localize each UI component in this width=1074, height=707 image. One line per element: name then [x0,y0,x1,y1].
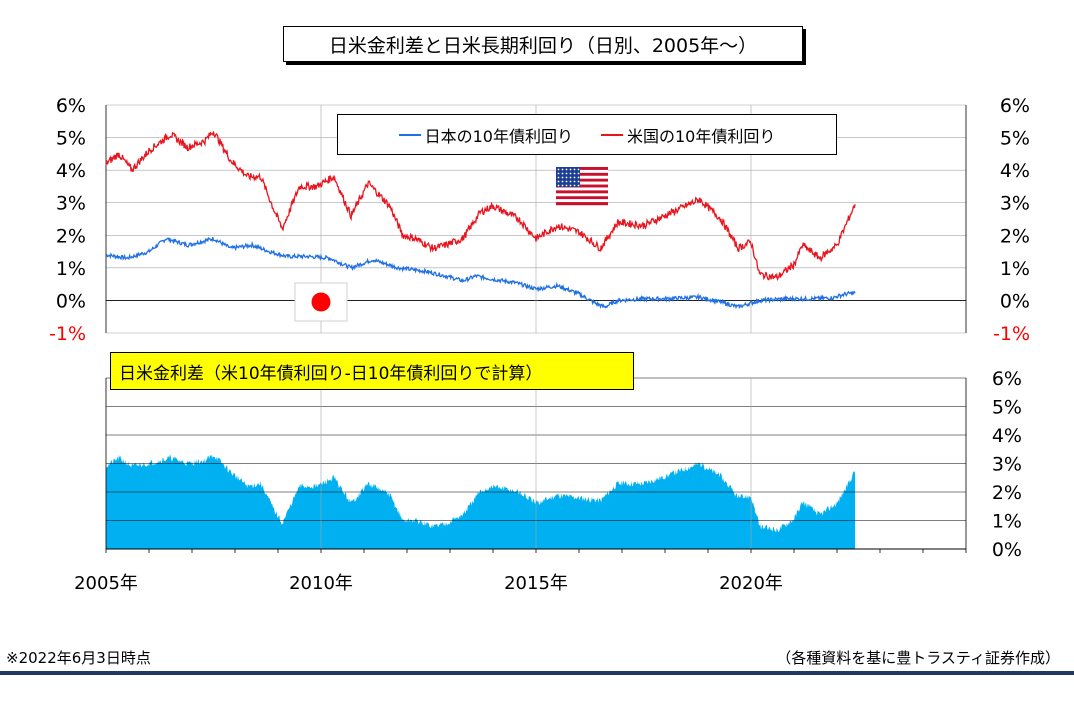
top-y-tick-labels-left: 6% 5% 4% 3% 2% 1% 0% -1% [49,95,86,345]
us-flag-star [573,172,576,175]
top-y-tick-label-left: 1% [56,258,86,280]
top-y-tick-label-right: 4% [1000,160,1030,182]
us-flag-star [557,180,560,183]
us-flag-star [569,184,572,187]
bottom-y-tick-labels: 6% 5% 4% 3% 2% 1% 0% [992,368,1022,561]
top-chart-legend: 日本の10年債利回り 米国の10年債利回り [337,114,837,155]
bottom-y-tick-label: 6% [992,368,1022,390]
bottom-y-tick-label: 2% [992,482,1022,504]
us-flag-star [573,180,576,183]
spread-chart-title-text: 日米金利差（米10年債利回り-日10年債利回りで計算） [119,363,543,384]
top-y-tick-label-right: 3% [1000,193,1030,215]
x-tick-label: 2010年 [289,573,353,594]
us-flag-star [561,168,564,171]
us-flag-star [569,180,572,183]
us-flag-star [565,180,568,183]
top-chart-series [105,131,856,310]
footer-rule [0,671,1074,675]
top-y-tick-label-right: -1% [993,323,1030,345]
series-area-spread [106,454,856,549]
us-flag-star [577,168,580,171]
top-y-tick-label-left: 6% [56,95,86,117]
us-flag-star [577,184,580,187]
us-flag-star [577,172,580,175]
us-flag-star [573,184,576,187]
top-y-tick-label-left: 2% [56,225,86,247]
series-line-japan [105,236,856,310]
us-flag-star [557,168,560,171]
us-flag-star [569,168,572,171]
x-tick-label: 2020年 [719,573,783,594]
us-flag-star [557,172,560,175]
us-flag-stripe [556,202,608,206]
us-flag-star [561,172,564,175]
bottom-chart-gridlines [105,377,967,553]
top-y-tick-label-right: 2% [1000,225,1030,247]
bottom-y-tick-label: 3% [992,454,1022,476]
us-flag-stripe [556,172,608,176]
us-flag-star [561,176,564,179]
us-flag-star [577,180,580,183]
us-flag-stripe [556,181,608,185]
us-flag-star [577,176,580,179]
bottom-y-tick-label: 0% [992,539,1022,561]
legend-label-japan: 日本の10年債利回り [424,126,573,146]
x-tick-label: 2005年 [74,573,138,594]
top-y-tick-label-left: 0% [56,290,86,312]
x-tick-labels: 2005年 2010年 2015年 2020年 [74,573,783,594]
legend-swatch-us [601,133,623,136]
us-flag-star [565,172,568,175]
us-flag-star [557,176,560,179]
top-y-tick-label-right: 0% [1000,290,1030,312]
us-flag-icon [556,167,608,206]
top-y-tick-label-left: -1% [49,323,86,345]
bottom-y-tick-label: 1% [992,511,1022,533]
chart-title-text: 日米金利差と日米長期利回り（日別、2005年～） [328,34,758,57]
chart-title: 日米金利差と日米長期利回り（日別、2005年～） [283,26,803,62]
footnote-date: ※2022年6月3日時点 [6,649,151,667]
top-y-tick-label-right: 5% [1000,128,1030,150]
us-flag-stripe [556,193,608,197]
top-y-tick-label-left: 3% [56,193,86,215]
footnote-source: （各種資料を基に豊トラスティ証券作成） [776,649,1060,667]
spread-chart-title: 日米金利差（米10年債利回り-日10年債利回りで計算） [110,352,634,390]
japan-flag-icon [294,282,348,322]
us-flag-star [557,184,560,187]
top-y-tick-label-left: 4% [56,160,86,182]
bottom-y-tick-label: 5% [992,397,1022,419]
bottom-y-tick-label: 4% [992,425,1022,447]
us-flag-star [565,184,568,187]
us-flag-stripe [556,196,608,200]
us-flag-star [569,176,572,179]
legend-item-japan: 日本の10年債利回り [398,123,573,147]
legend-item-us: 米国の10年債利回り [601,123,775,147]
us-flag-star [569,172,572,175]
top-y-tick-labels-right: 6% 5% 4% 3% 2% 1% 0% -1% [993,95,1030,345]
us-flag-stripe [556,175,608,179]
top-y-tick-label-right: 1% [1000,258,1030,280]
us-flag-star [561,180,564,183]
us-flag-star [565,176,568,179]
us-flag-stripe [556,169,608,174]
top-y-tick-label-left: 5% [56,128,86,150]
us-flag-stripe [556,184,608,188]
top-y-tick-label-right: 6% [1000,95,1030,117]
x-tick-label: 2015年 [504,573,568,594]
us-flag-stripe [556,190,608,194]
series-line-us [105,131,856,282]
us-flag-star [565,168,568,171]
us-flag-stripe [556,199,608,203]
us-flag-star [573,176,576,179]
us-flag-star [573,168,576,171]
bottom-chart-series [106,454,856,549]
us-flag-stripe [556,178,608,182]
us-flag-stripe [556,187,608,191]
us-flag-stripe [556,167,608,171]
us-flag-star [561,184,564,187]
legend-swatch-japan [398,133,421,136]
legend-label-us: 米国の10年債利回り [627,126,776,146]
